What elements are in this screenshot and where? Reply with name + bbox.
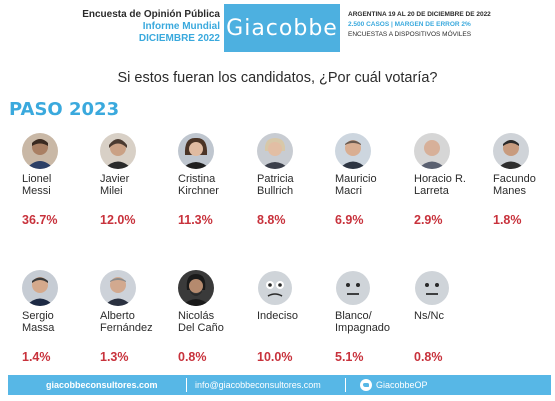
candidate-card: Ns/Nc 0.8% xyxy=(414,270,484,364)
avatar xyxy=(22,133,58,169)
vote-percentage: 8.8% xyxy=(257,213,286,227)
candidate-card: Sergio Massa 1.4% xyxy=(22,270,92,364)
survey-method: ENCUESTAS A DISPOSITIVOS MÓVILES xyxy=(348,31,472,38)
candidate-card: Mauricio Macri 6.9% xyxy=(335,133,405,227)
vote-percentage: 2.9% xyxy=(414,213,443,227)
candidate-card: Patricia Bullrich 8.8% xyxy=(257,133,327,227)
candidate-card: Cristina Kirchner 11.3% xyxy=(178,133,248,227)
candidate-name: Indeciso xyxy=(257,310,298,322)
candidate-card: Alberto Fernández 1.3% xyxy=(100,270,170,364)
candidate-name: Sergio Massa xyxy=(22,310,55,334)
twitter-link[interactable]: GiacobbeOP xyxy=(352,379,428,391)
vote-percentage: 12.0% xyxy=(100,213,136,227)
neutral-face-icon xyxy=(335,270,371,306)
vote-percentage: 0.8% xyxy=(414,350,443,364)
candidate-card: Nicolás Del Caño 0.8% xyxy=(178,270,248,364)
survey-dates: ARGENTINA 19 AL 20 DE DICIEMBRE DE 2022 xyxy=(348,11,491,18)
avatar xyxy=(178,133,214,169)
header: Encuesta de Opinión Pública Informe Mund… xyxy=(0,0,555,64)
footer-divider xyxy=(345,378,346,392)
vote-percentage: 6.9% xyxy=(335,213,364,227)
avatar xyxy=(100,133,136,169)
vote-percentage: 0.8% xyxy=(178,350,207,364)
candidate-card: Horacio R. Larreta 2.9% xyxy=(414,133,484,227)
candidate-card: Facundo Manes 1.8% xyxy=(493,133,555,227)
thinking-face-icon xyxy=(257,270,293,306)
vote-percentage: 1.4% xyxy=(22,350,51,364)
email-link[interactable]: info@giacobbeconsultores.com xyxy=(195,380,321,390)
footer-divider xyxy=(186,378,187,392)
sample-size: 2.500 CASOS | MARGEN DE ERROR 2% xyxy=(348,21,471,28)
avatar xyxy=(414,133,450,169)
candidate-card: Javier Milei 12.0% xyxy=(100,133,170,227)
report-date: DICIEMBRE 2022 xyxy=(138,33,220,44)
report-name: Informe Mundial xyxy=(142,21,220,32)
avatar xyxy=(100,270,136,306)
candidate-name: Patricia Bullrich xyxy=(257,173,294,197)
footer-bar: giacobbeconsultores.com info@giacobbecon… xyxy=(8,375,551,395)
twitter-icon xyxy=(360,379,372,391)
vote-percentage: 1.8% xyxy=(493,213,522,227)
twitter-handle: GiacobbeOP xyxy=(376,380,428,390)
avatar xyxy=(257,133,293,169)
candidate-name: Horacio R. Larreta xyxy=(414,173,466,197)
neutral-face-icon xyxy=(414,270,450,306)
website-link[interactable]: giacobbeconsultores.com xyxy=(46,380,158,390)
candidate-name: Javier Milei xyxy=(100,173,130,197)
section-title: PASO 2023 xyxy=(9,99,120,120)
candidate-name: Cristina Kirchner xyxy=(178,173,219,197)
avatar xyxy=(493,133,529,169)
candidate-name: Alberto Fernández xyxy=(100,310,153,334)
candidate-card: Indeciso 10.0% xyxy=(257,270,327,364)
avatar xyxy=(335,133,371,169)
avatar xyxy=(22,270,58,306)
vote-percentage: 5.1% xyxy=(335,350,364,364)
avatar xyxy=(178,270,214,306)
candidate-card: Blanco/Impagnado 5.1% xyxy=(335,270,405,364)
vote-percentage: 36.7% xyxy=(22,213,58,227)
candidate-card: Lionel Messi 36.7% xyxy=(22,133,92,227)
survey-title: Encuesta de Opinión Pública xyxy=(82,9,220,20)
giacobbe-logo: Giacobbe xyxy=(224,4,340,52)
candidate-name: Mauricio Macri xyxy=(335,173,377,197)
candidate-name: Blanco/Impagnado xyxy=(335,310,391,334)
survey-info-left: Encuesta de Opinión Pública Informe Mund… xyxy=(82,9,220,45)
candidate-name: Facundo Manes xyxy=(493,173,536,197)
vote-percentage: 11.3% xyxy=(178,213,213,227)
survey-info-right: ARGENTINA 19 AL 20 DE DICIEMBRE DE 2022 … xyxy=(348,10,491,40)
candidate-name: Nicolás Del Caño xyxy=(178,310,224,334)
candidate-name: Ns/Nc xyxy=(414,310,444,322)
vote-percentage: 10.0% xyxy=(257,350,293,364)
vote-percentage: 1.3% xyxy=(100,350,129,364)
candidate-name: Lionel Messi xyxy=(22,173,52,197)
survey-question: Si estos fueran los candidatos, ¿Por cuá… xyxy=(117,70,438,86)
